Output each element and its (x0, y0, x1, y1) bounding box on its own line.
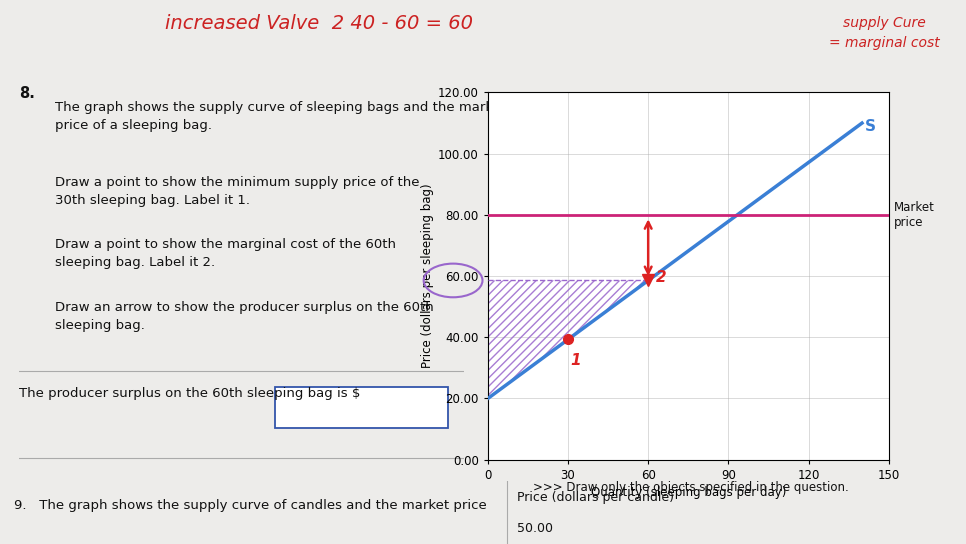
Text: 9.   The graph shows the supply curve of candles and the market price: 9. The graph shows the supply curve of c… (14, 499, 487, 512)
Text: supply Cure
= marginal cost: supply Cure = marginal cost (829, 16, 939, 50)
Y-axis label: Price (dollars per sleeping bag): Price (dollars per sleeping bag) (421, 184, 434, 368)
Text: Draw a point to show the marginal cost of the 60th
sleeping bag. Label it 2.: Draw a point to show the marginal cost o… (55, 238, 396, 269)
Text: S: S (865, 119, 875, 134)
X-axis label: Quantity (sleeping bags per day): Quantity (sleeping bags per day) (590, 486, 786, 499)
Text: The producer surplus on the 60th sleeping bag is $: The producer surplus on the 60th sleepin… (19, 387, 360, 400)
Text: Price (dollars per candle): Price (dollars per candle) (517, 491, 674, 504)
Text: 1: 1 (571, 353, 582, 368)
Text: 2: 2 (656, 270, 667, 285)
FancyBboxPatch shape (275, 387, 448, 428)
Text: Market
price: Market price (895, 201, 935, 229)
Text: 50.00: 50.00 (517, 522, 553, 535)
Text: >>> Draw only the objects specified in the question.: >>> Draw only the objects specified in t… (533, 481, 848, 494)
Text: Draw an arrow to show the producer surplus on the 60th
sleeping bag.: Draw an arrow to show the producer surpl… (55, 301, 434, 332)
Text: Draw a point to show the minimum supply price of the
30th sleeping bag. Label it: Draw a point to show the minimum supply … (55, 176, 419, 207)
Text: increased Valve  2 40 - 60 = 60: increased Valve 2 40 - 60 = 60 (165, 14, 472, 33)
Text: The graph shows the supply curve of sleeping bags and the market
price of a slee: The graph shows the supply curve of slee… (55, 101, 506, 132)
Text: 8.: 8. (19, 85, 35, 101)
